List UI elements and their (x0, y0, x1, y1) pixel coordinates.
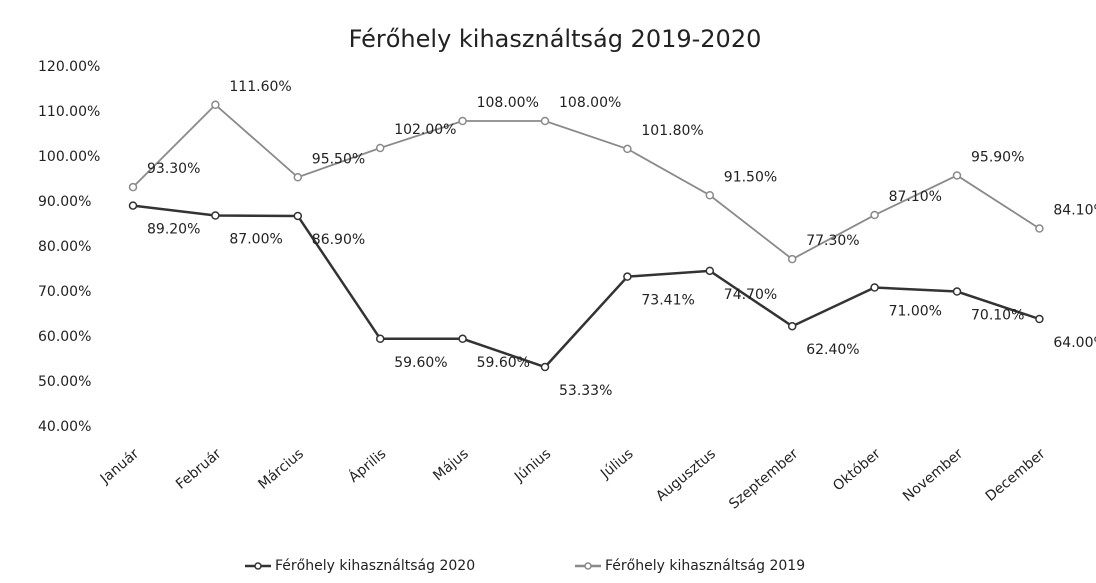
y-tick-label: 50.00% (38, 374, 91, 390)
x-tick-label: Augusztus (653, 446, 719, 505)
point (293, 173, 303, 182)
point (787, 254, 797, 264)
point (952, 171, 962, 180)
data-label: 71.00% (889, 304, 942, 320)
data-label: 87.10% (889, 189, 942, 205)
data-label: 74.70% (724, 287, 777, 303)
x-tick-label: Június (511, 446, 554, 486)
point (458, 334, 467, 344)
data-label: 89.20% (147, 222, 200, 238)
point (870, 283, 879, 292)
data-label: 101.80% (641, 123, 703, 139)
y-tick-label: 90.00% (38, 194, 91, 210)
y-tick-label: 70.00% (38, 284, 91, 300)
point (1035, 314, 1044, 324)
point (623, 272, 632, 281)
y-tick-label: 40.00% (38, 419, 91, 435)
point (540, 116, 550, 126)
x-tick-label: December (983, 446, 1049, 505)
data-label: 59.60% (394, 355, 447, 371)
point (1035, 224, 1044, 233)
legend-label: Férőhely kihasználtság 2020 (275, 558, 475, 574)
y-tick-label: 60.00% (38, 329, 91, 345)
data-label: 93.30% (147, 161, 200, 177)
y-tick-label: 100.00% (38, 149, 100, 165)
data-label: 84.10% (1053, 203, 1096, 219)
data-label: 102.00% (394, 122, 456, 138)
point (375, 334, 385, 344)
point (705, 266, 715, 276)
data-label: 95.50% (312, 151, 365, 167)
point (870, 210, 879, 220)
data-label: 108.00% (477, 95, 539, 111)
point (787, 321, 797, 331)
x-tick-label: Szeptember (726, 446, 801, 513)
legend-label: Férőhely kihasználtság 2019 (605, 558, 805, 574)
series-line (132, 204, 1040, 369)
data-label: 70.10% (971, 308, 1024, 324)
point (952, 287, 962, 296)
chart-title: Férőhely kihasználtság 2019-2020 (349, 25, 762, 53)
data-label: 91.50% (724, 169, 777, 185)
x-tick-label: Január (97, 446, 143, 488)
series-line (132, 103, 1040, 261)
point (623, 144, 632, 154)
data-label: 64.00% (1053, 335, 1096, 351)
x-tick-label: Február (173, 446, 225, 493)
point (375, 143, 385, 153)
point (458, 116, 467, 126)
data-label: 95.90% (971, 149, 1024, 165)
data-label: 111.60% (229, 79, 291, 95)
point (211, 211, 220, 220)
y-tick-label: 120.00% (38, 59, 100, 75)
x-tick-label: Március (255, 446, 307, 493)
point (211, 100, 220, 110)
legend-marker (254, 562, 262, 570)
point (540, 362, 550, 372)
x-tick-label: Július (597, 446, 636, 483)
data-label: 62.40% (806, 342, 859, 358)
data-label: 53.33% (559, 383, 612, 399)
y-tick-label: 80.00% (38, 239, 91, 255)
point (705, 191, 715, 200)
data-label: 86.90% (312, 232, 365, 248)
y-tick-label: 110.00% (38, 104, 100, 120)
point (128, 201, 138, 210)
x-tick-label: Október (830, 446, 884, 495)
data-label: 73.41% (641, 293, 694, 309)
x-tick-label: Május (430, 446, 471, 484)
data-label: 59.60% (477, 355, 530, 371)
data-label: 77.30% (806, 233, 859, 249)
point (293, 211, 303, 221)
data-label: 87.00% (229, 232, 282, 248)
point (128, 182, 138, 192)
legend-marker (584, 562, 592, 570)
x-tick-label: Április (345, 445, 389, 486)
data-label: 108.00% (559, 95, 621, 111)
x-tick-label: November (900, 446, 966, 505)
